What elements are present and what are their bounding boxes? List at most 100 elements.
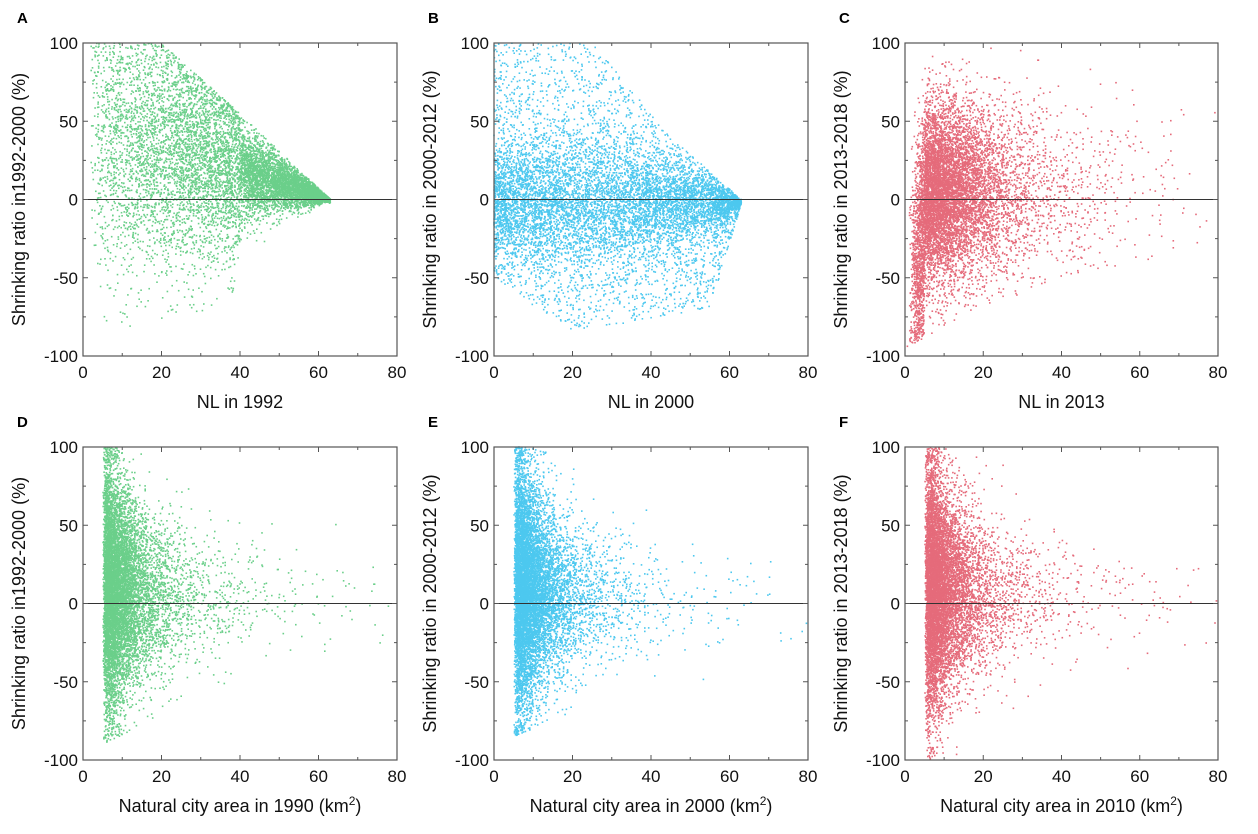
scatter-point <box>151 60 153 62</box>
scatter-point <box>168 108 170 110</box>
scatter-point <box>163 162 165 164</box>
scatter-point <box>193 275 195 277</box>
scatter-point <box>241 202 243 204</box>
scatter-point <box>193 114 195 116</box>
scatter-point <box>222 240 224 242</box>
scatter-point <box>214 239 216 241</box>
scatter-point <box>261 135 263 137</box>
scatter-point <box>131 134 133 136</box>
scatter-point <box>130 165 132 167</box>
scatter-point <box>215 213 217 215</box>
scatter-point <box>170 137 172 139</box>
scatter-point <box>159 158 161 160</box>
scatter-point <box>138 64 140 66</box>
scatter-point <box>156 214 158 216</box>
scatter-point <box>137 156 139 158</box>
scatter-point <box>153 145 155 147</box>
scatter-point <box>160 171 162 173</box>
scatter-point <box>120 227 122 229</box>
scatter-point <box>206 202 208 204</box>
scatter-point <box>102 159 104 161</box>
scatter-point <box>148 207 150 209</box>
scatter-point <box>296 168 298 170</box>
scatter-point <box>223 193 225 195</box>
scatter-point <box>198 144 200 146</box>
scatter-point <box>258 212 260 214</box>
scatter-point <box>239 228 241 230</box>
scatter-point <box>190 130 192 132</box>
scatter-point <box>189 157 191 159</box>
scatter-point <box>198 197 200 199</box>
scatter-point <box>202 253 204 255</box>
scatter-point <box>250 195 252 197</box>
scatter-point <box>113 295 115 297</box>
scatter-point <box>163 66 165 68</box>
scatter-point <box>152 221 154 223</box>
scatter-point <box>179 224 181 226</box>
scatter-point <box>177 212 179 214</box>
scatter-point <box>263 141 265 143</box>
scatter-point <box>196 242 198 244</box>
scatter-point <box>181 201 183 203</box>
scatter-point <box>166 55 168 57</box>
scatter-point <box>270 212 272 214</box>
scatter-point <box>256 240 258 242</box>
scatter-point <box>257 207 259 209</box>
scatter-point <box>129 84 131 86</box>
scatter-point <box>203 172 205 174</box>
scatter-point <box>132 74 134 76</box>
scatter-point <box>202 87 204 89</box>
scatter-point <box>94 56 96 58</box>
scatter-point <box>115 165 117 167</box>
scatter-point <box>163 221 165 223</box>
scatter-point <box>206 237 208 239</box>
scatter-point <box>266 213 268 215</box>
scatter-point <box>210 188 212 190</box>
scatter-point <box>115 289 117 291</box>
scatter-point <box>138 195 140 197</box>
scatter-point <box>110 173 112 175</box>
scatter-point <box>210 165 212 167</box>
scatter-point <box>168 83 170 85</box>
scatter-point <box>146 120 148 122</box>
scatter-point <box>205 164 207 166</box>
scatter-point <box>141 63 143 65</box>
scatter-point <box>222 136 224 138</box>
scatter-point <box>251 143 253 145</box>
scatter-point <box>219 233 221 235</box>
scatter-point <box>273 158 275 160</box>
scatter-point <box>198 76 200 78</box>
scatter-point <box>124 186 126 188</box>
scatter-point <box>147 153 149 155</box>
scatter-point <box>159 196 161 198</box>
scatter-point <box>169 245 171 247</box>
scatter-point <box>163 110 165 112</box>
scatter-point <box>233 215 235 217</box>
scatter-point <box>156 181 158 183</box>
scatter-point <box>107 101 109 103</box>
scatter-point <box>149 137 151 139</box>
scatter-point <box>193 143 195 145</box>
scatter-point <box>117 274 119 276</box>
scatter-point <box>92 67 94 69</box>
scatter-point <box>195 74 197 76</box>
scatter-point <box>235 169 237 171</box>
scatter-point <box>177 239 179 241</box>
scatter-point <box>155 50 157 52</box>
scatter-point <box>237 150 239 152</box>
scatter-point <box>111 106 113 108</box>
scatter-point <box>247 138 249 140</box>
scatter-point <box>155 45 157 47</box>
scatter-point <box>259 224 261 226</box>
scatter-point <box>261 164 263 166</box>
scatter-point <box>91 145 93 147</box>
scatter-point <box>209 254 211 256</box>
scatter-point <box>244 158 246 160</box>
scatter-point <box>153 115 155 117</box>
scatter-point <box>178 135 180 137</box>
scatter-point <box>132 226 134 228</box>
scatter-point <box>208 257 210 259</box>
scatter-point <box>99 183 101 185</box>
scatter-point <box>193 74 195 76</box>
scatter-point <box>242 187 244 189</box>
